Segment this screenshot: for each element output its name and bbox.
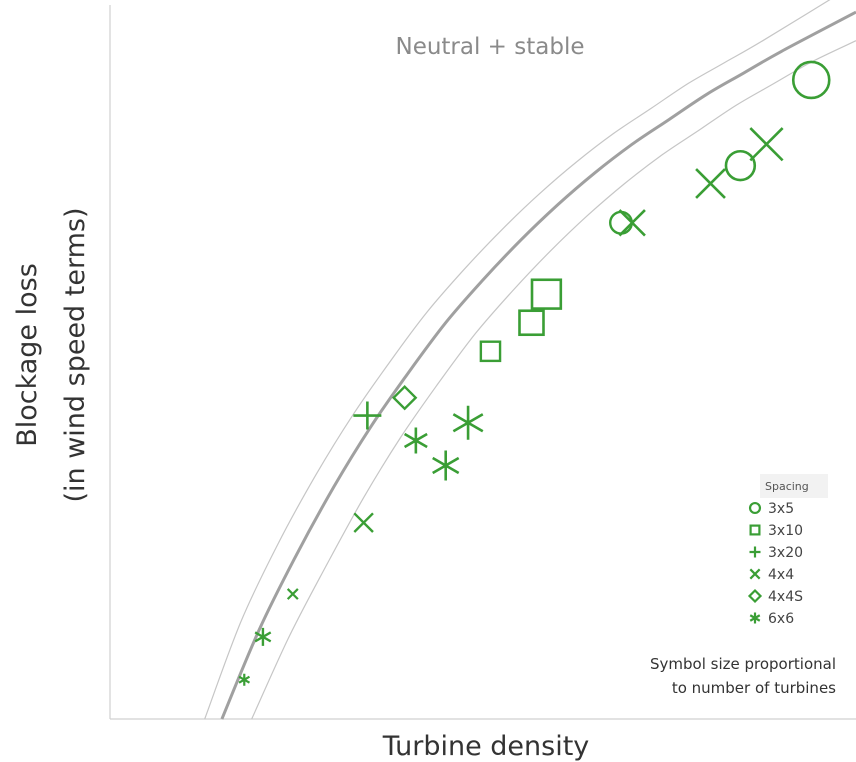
legend: Spacing 3x5 3x10 3x20 4x4 4x4S 6x6 (747, 474, 828, 627)
point-6x6-3 (403, 427, 428, 454)
legend-marker-3x10 (749, 524, 761, 536)
legend-title-background (760, 474, 828, 498)
point-4x4-1 (353, 512, 374, 533)
legend-marker-3x20 (749, 546, 761, 558)
legend-label-3x20: 3x20 (768, 545, 803, 561)
legend-marker-4x4S (747, 588, 763, 604)
point-3x10-1 (479, 340, 502, 363)
x-axis-title: Turbine density (382, 731, 590, 762)
legend-label-6x6: 6x6 (768, 611, 794, 627)
fit-band-upper (204, 0, 831, 720)
point-4x4-3 (618, 209, 646, 237)
legend-entries: 3x5 3x10 3x20 4x4 4x4S 6x6 (747, 501, 803, 627)
chart-subtitle: Neutral + stable (395, 34, 584, 60)
point-4x4S-1 (391, 385, 418, 411)
point-4x4-4 (695, 168, 726, 199)
annotation-line-1: Symbol size proportional (650, 655, 836, 673)
legend-marker-4x4 (749, 568, 761, 580)
point-6x6-2 (254, 627, 272, 646)
legend-marker-6x6 (749, 612, 761, 624)
point-4x4-2 (286, 588, 299, 600)
point-6x6-4 (432, 450, 460, 481)
point-6x6-1 (238, 673, 251, 686)
point-3x20-1 (353, 401, 382, 430)
fit-band-lower (251, 40, 856, 720)
annotation-line-2: to number of turbines (672, 679, 836, 697)
point-3x5-2 (724, 149, 757, 182)
point-6x6-5 (452, 405, 484, 440)
point-3x10-3 (530, 278, 563, 310)
legend-label-3x5: 3x5 (768, 501, 794, 517)
y-axis-title-line-1: Blockage loss (12, 263, 43, 447)
legend-label-4x4S: 4x4S (768, 589, 803, 605)
legend-marker-3x5 (748, 501, 762, 515)
point-3x10-2 (518, 309, 545, 337)
point-3x5-3 (791, 60, 831, 100)
legend-label-3x10: 3x10 (768, 523, 803, 539)
y-axis-title-line-2: (in wind speed terms) (60, 207, 91, 502)
legend-title: Spacing (765, 480, 809, 493)
point-4x4-5 (749, 127, 784, 162)
data-points (238, 60, 831, 686)
fit-line (220, 10, 856, 720)
legend-label-4x4: 4x4 (768, 567, 794, 583)
